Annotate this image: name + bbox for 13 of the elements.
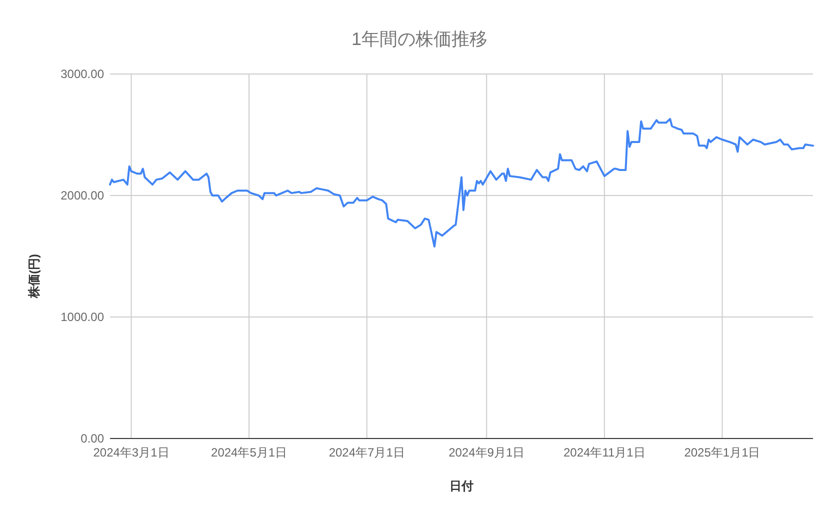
x-tick-label: 2024年9月1日 — [448, 446, 525, 460]
x-axis-title: 日付 — [450, 479, 474, 493]
chart-title: 1年間の株価推移 — [351, 29, 488, 49]
x-tick-label: 2024年11月1日 — [564, 446, 646, 460]
y-tick-label: 3000.00 — [60, 67, 104, 81]
y-tick-label: 2000.00 — [60, 188, 104, 202]
x-tick-label: 2024年3月1日 — [93, 446, 170, 460]
y-axis-title: 株価(円) — [27, 254, 41, 299]
y-tick-label: 1000.00 — [60, 310, 104, 324]
x-tick-label: 2024年7月1日 — [328, 446, 405, 460]
x-tick-label: 2025年1月1日 — [684, 446, 760, 460]
x-tick-label: 2024年5月1日 — [211, 446, 288, 460]
y-tick-label: 0.00 — [80, 432, 104, 446]
